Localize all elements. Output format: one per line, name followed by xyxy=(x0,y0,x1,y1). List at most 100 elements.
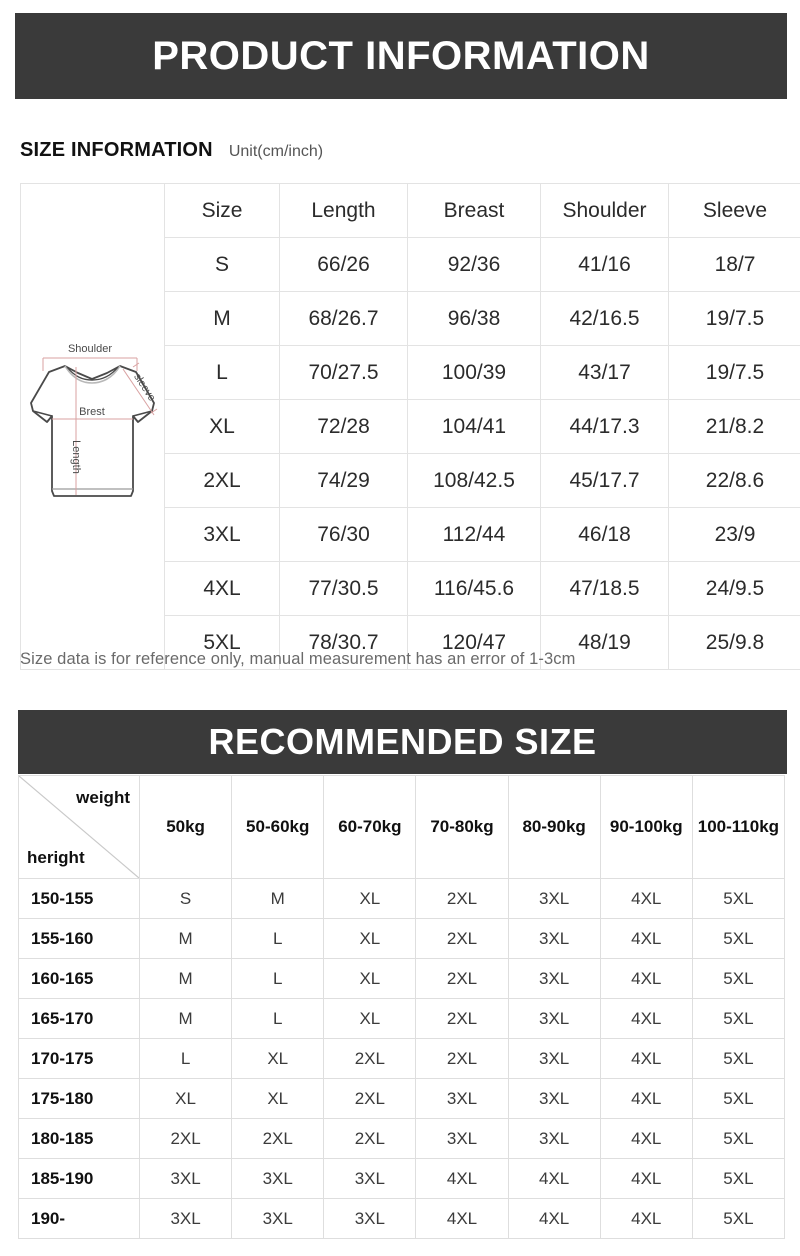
table-row: 160-165 M L XL 2XL 3XL 4XL 5XL xyxy=(18,958,786,999)
recommended-size-cell: 3XL xyxy=(415,1118,509,1159)
weight-column-header: 60-70kg xyxy=(323,775,417,879)
recommended-size-cell: M xyxy=(138,998,233,1039)
recommended-size-cell: 3XL xyxy=(507,998,601,1039)
shoulder-cell: 46/18 xyxy=(540,507,669,562)
size-unit-label: Unit(cm/inch) xyxy=(228,143,324,160)
weight-column-header: 80-90kg xyxy=(507,775,601,879)
recommended-size-cell: XL xyxy=(138,1078,233,1119)
table-row: S 66/26 92/36 41/16 18/7 xyxy=(21,237,800,292)
breast-cell: 104/41 xyxy=(407,399,541,454)
recommended-size-cell: 2XL xyxy=(415,998,509,1039)
weight-column-header: 70-80kg xyxy=(415,775,509,879)
recommended-size-cell: M xyxy=(138,958,233,999)
recommended-size-cell: L xyxy=(231,998,325,1039)
recommended-size-cell: 2XL xyxy=(323,1118,417,1159)
table-row: 165-170 M L XL 2XL 3XL 4XL 5XL xyxy=(18,998,786,1039)
recommended-size-cell: 5XL xyxy=(691,878,786,919)
size-cell: 5XL xyxy=(164,615,280,670)
recommended-size-cell: 4XL xyxy=(599,1078,693,1119)
breast-cell: 116/45.6 xyxy=(407,561,541,616)
corner-weight-label: weight xyxy=(76,788,130,807)
length-cell: 70/27.5 xyxy=(279,345,408,400)
shoulder-cell: 45/17.7 xyxy=(540,453,669,508)
table-row: 180-185 2XL 2XL 2XL 3XL 3XL 4XL 5XL xyxy=(18,1118,786,1159)
recommended-size-cell: 4XL xyxy=(507,1198,601,1239)
recommended-size-cell: 4XL xyxy=(507,1158,601,1199)
table-row: 190- 3XL 3XL 3XL 4XL 4XL 4XL 5XL xyxy=(18,1198,786,1239)
recommended-size-cell: 4XL xyxy=(599,1158,693,1199)
recommended-size-cell: 3XL xyxy=(507,958,601,999)
table-row: 4XL 77/30.5 116/45.6 47/18.5 24/9.5 xyxy=(21,561,800,616)
recommended-size-cell: M xyxy=(231,878,325,919)
size-cell: 2XL xyxy=(164,453,280,508)
recommended-size-cell: 3XL xyxy=(507,918,601,959)
sleeve-cell: 21/8.2 xyxy=(668,399,800,454)
recommended-size-cell: 5XL xyxy=(691,1038,786,1079)
recommended-size-cell: S xyxy=(138,878,233,919)
sleeve-cell: 25/9.8 xyxy=(668,615,800,670)
table-row: 175-180 XL XL 2XL 3XL 3XL 4XL 5XL xyxy=(18,1078,786,1119)
product-information-title: PRODUCT INFORMATION xyxy=(152,33,650,78)
size-cell: L xyxy=(164,345,280,400)
recommended-size-cell: 5XL xyxy=(691,1118,786,1159)
recommended-size-cell: XL xyxy=(231,1038,325,1079)
recommended-size-cell: 5XL xyxy=(691,1078,786,1119)
recommended-size-cell: 4XL xyxy=(599,998,693,1039)
sleeve-cell: 22/8.6 xyxy=(668,453,800,508)
shoulder-cell: 48/19 xyxy=(540,615,669,670)
recommended-size-cell: 3XL xyxy=(507,878,601,919)
sleeve-cell: 19/7.5 xyxy=(668,345,800,400)
shoulder-cell: 42/16.5 xyxy=(540,291,669,346)
tshirt-illustration: Shoulder Brest Length sleeve xyxy=(30,343,158,497)
table-header-row: Shoulder Brest Length sleeve Size Length… xyxy=(20,183,800,670)
size-table-header-sleeve: Sleeve xyxy=(668,183,800,238)
recommended-size-cell: L xyxy=(231,958,325,999)
height-cell: 170-175 xyxy=(18,1038,140,1079)
recommended-size-cell: 3XL xyxy=(507,1118,601,1159)
size-cell: 4XL xyxy=(164,561,280,616)
size-table-header-shoulder: Shoulder xyxy=(540,183,669,238)
recommended-size-cell: L xyxy=(138,1038,233,1079)
recommended-size-cell: 4XL xyxy=(599,1118,693,1159)
recommended-size-cell: 2XL xyxy=(323,1038,417,1079)
recommended-size-cell: 4XL xyxy=(599,1038,693,1079)
table-header-row: weight heright 50kg 50-60kg 60-70kg 70-8… xyxy=(18,775,786,879)
recommended-size-cell: 4XL xyxy=(599,1198,693,1239)
recommended-size-cell: 3XL xyxy=(138,1158,233,1199)
weight-column-header: 50-60kg xyxy=(231,775,325,879)
recommended-size-cell: XL xyxy=(323,918,417,959)
height-cell: 150-155 xyxy=(18,878,140,919)
recommended-size-cell: 2XL xyxy=(415,918,509,959)
height-cell: 180-185 xyxy=(18,1118,140,1159)
breast-cell: 120/47 xyxy=(407,615,541,670)
recommended-size-cell: 5XL xyxy=(691,998,786,1039)
shirt-label-breast: Brest xyxy=(79,406,105,418)
table-row: M 68/26.7 96/38 42/16.5 19/7.5 xyxy=(21,291,800,346)
recommended-size-cell: 5XL xyxy=(691,958,786,999)
height-cell: 185-190 xyxy=(18,1158,140,1199)
breast-cell: 100/39 xyxy=(407,345,541,400)
breast-cell: 108/42.5 xyxy=(407,453,541,508)
recommended-size-table: weight heright 50kg 50-60kg 60-70kg 70-8… xyxy=(18,775,786,1239)
shirt-label-length: Length xyxy=(70,440,82,474)
length-cell: 74/29 xyxy=(279,453,408,508)
size-information-table: Shoulder Brest Length sleeve Size Length… xyxy=(20,183,800,670)
recommended-size-cell: 2XL xyxy=(415,1038,509,1079)
length-cell: 72/28 xyxy=(279,399,408,454)
recommended-size-cell: 3XL xyxy=(231,1158,325,1199)
weight-column-header: 100-110kg xyxy=(691,775,786,879)
weight-column-header: 90-100kg xyxy=(599,775,693,879)
length-cell: 78/30.7 xyxy=(279,615,408,670)
product-information-banner: PRODUCT INFORMATION xyxy=(15,13,787,99)
recommended-size-cell: 4XL xyxy=(599,958,693,999)
recommended-size-cell: 2XL xyxy=(415,878,509,919)
size-cell: S xyxy=(164,237,280,292)
size-table-header-breast: Breast xyxy=(407,183,541,238)
recommended-size-cell: 5XL xyxy=(691,918,786,959)
length-cell: 76/30 xyxy=(279,507,408,562)
recommended-size-cell: 2XL xyxy=(323,1078,417,1119)
size-information-heading: SIZE INFORMATION Unit(cm/inch) xyxy=(20,139,323,162)
size-information-title: SIZE INFORMATION xyxy=(20,139,213,161)
length-cell: 77/30.5 xyxy=(279,561,408,616)
recommended-size-cell: 3XL xyxy=(415,1078,509,1119)
